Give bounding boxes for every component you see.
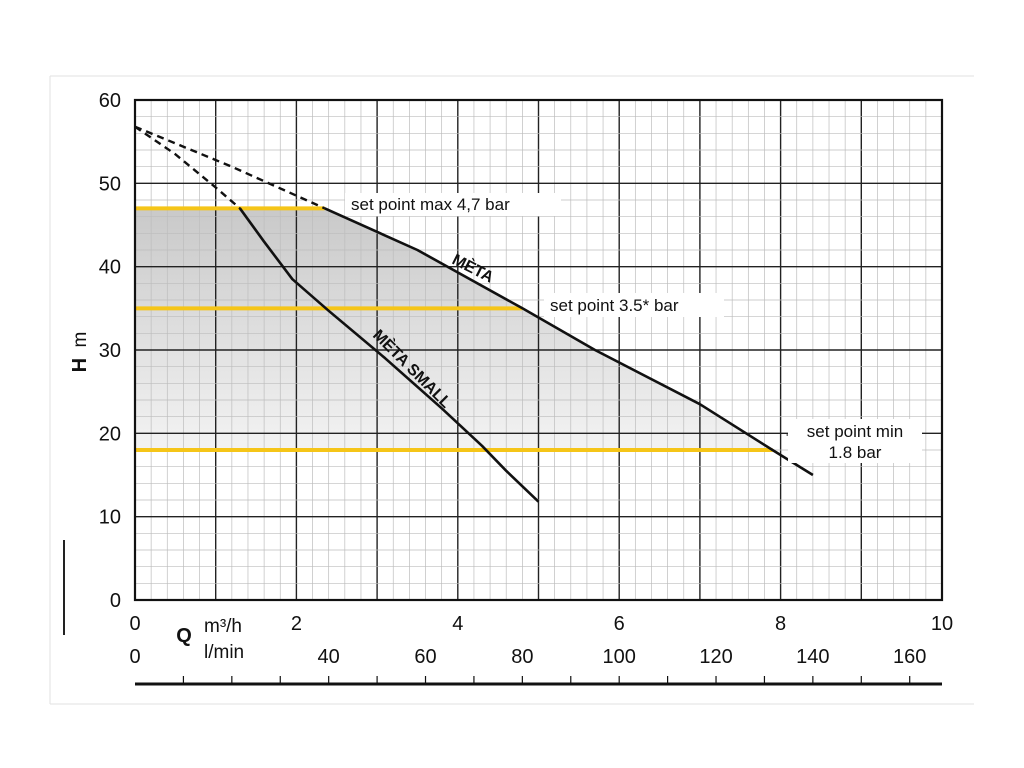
- x-secondary-tick-label: 40: [318, 646, 340, 668]
- x-secondary-tick-label: 0: [129, 646, 140, 668]
- x-secondary-tick-label: 120: [699, 646, 732, 668]
- x-tick-label: 6: [614, 613, 625, 635]
- operating-range-area: [135, 208, 773, 450]
- secondary-axis-minor-ticks: [182, 676, 911, 684]
- x-axis-unit-secondary: l/min: [204, 642, 244, 663]
- x-axis-unit-primary: m³/h: [204, 616, 242, 637]
- x-secondary-tick-label: 80: [511, 646, 533, 668]
- x-secondary-tick-label: 140: [796, 646, 829, 668]
- series-0-dashed-line: [134, 125, 326, 210]
- y-tick-label: 10: [99, 507, 121, 529]
- y-tick-label: 50: [99, 173, 121, 195]
- y-tick-label: 20: [99, 423, 121, 445]
- y-axis-title: H m: [69, 332, 91, 373]
- x-secondary-tick-label: 60: [414, 646, 436, 668]
- x-secondary-tick-label: 100: [603, 646, 636, 668]
- set-point-max-label: set point max 4,7 bar: [351, 195, 510, 214]
- x-tick-label: 8: [775, 613, 786, 635]
- y-tick-labels: 0 10 20 30 40 50 60: [99, 90, 121, 612]
- x-secondary-tick-label: 160: [893, 646, 926, 668]
- series-0-solid-line: [324, 207, 814, 477]
- x-tick-labels: 0 2 4 6 8 10: [129, 613, 953, 635]
- set-point-mid-label-bg: [544, 293, 724, 317]
- x-tick-label: 0: [129, 613, 140, 635]
- series-1-dashed-line: [134, 125, 241, 210]
- x-tick-label: 2: [291, 613, 302, 635]
- x-tick-label: 10: [931, 613, 953, 635]
- x-axis-title: Q: [176, 625, 192, 647]
- series-1-solid-line: [238, 207, 540, 503]
- grid: [135, 100, 942, 600]
- x-tick-label: 4: [452, 613, 463, 635]
- shaded-region: [135, 208, 773, 450]
- plot-frame: [133, 98, 944, 602]
- y-axis-title-letter: H: [69, 358, 91, 372]
- y-tick-label: 0: [110, 590, 121, 612]
- y-axis-unit: m: [70, 332, 91, 348]
- y-tick-label: 30: [99, 340, 121, 362]
- set-point-max-label-bg: [345, 193, 561, 216]
- set-point-min-label-bg: [788, 419, 922, 463]
- curves: [134, 125, 814, 503]
- x-secondary-tick-labels: 0 40 60 80 100 120 140 160: [129, 646, 926, 668]
- set-point-mid-label: set point 3.5* bar: [550, 296, 679, 315]
- y-tick-label: 40: [99, 257, 121, 279]
- set-point-lines: [135, 206, 793, 452]
- set-point-min-label-line1: set point min: [807, 422, 903, 441]
- set-point-min-label-line2: 1.8 bar: [829, 443, 882, 462]
- svg-text:H m: H m: [69, 332, 91, 373]
- y-tick-label: 60: [99, 90, 121, 112]
